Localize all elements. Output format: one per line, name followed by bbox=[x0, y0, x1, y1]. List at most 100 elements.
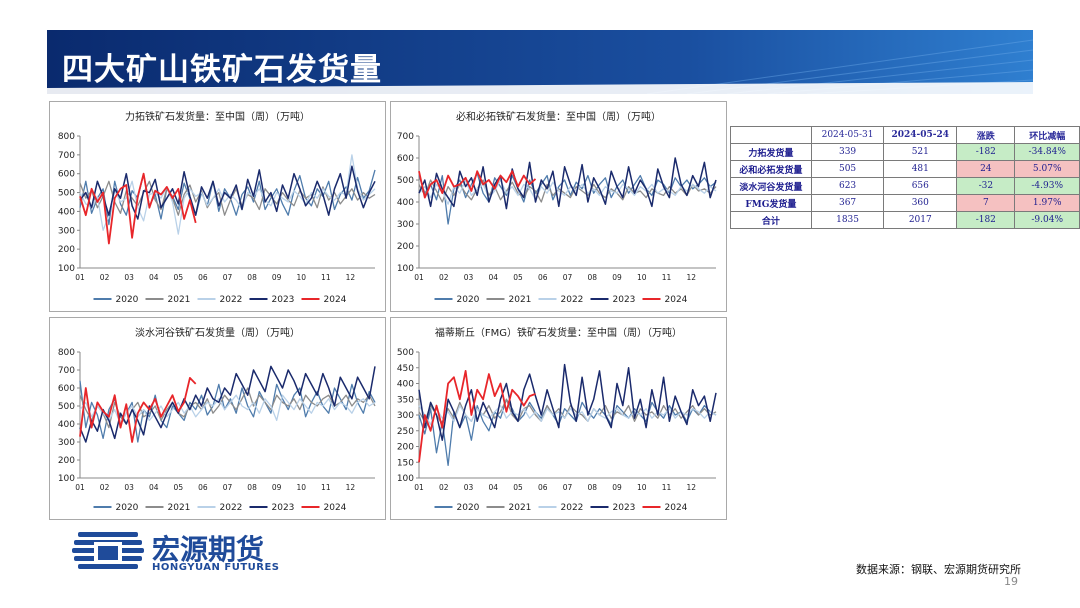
page-number: 19 bbox=[1004, 575, 1018, 588]
x-tick-label: 10 bbox=[296, 273, 306, 282]
y-tick-label: 500 bbox=[58, 402, 75, 412]
y-tick-label: 800 bbox=[58, 132, 75, 142]
y-tick-label: 600 bbox=[397, 154, 414, 164]
value-change: 24 bbox=[956, 160, 1016, 178]
x-tick-label: 11 bbox=[321, 483, 331, 492]
x-tick-label: 11 bbox=[321, 273, 331, 282]
series-line-2022 bbox=[418, 404, 717, 426]
y-tick-label: 700 bbox=[58, 366, 75, 376]
chart-title: 福蒂斯丘（FMG）铁矿石发货量：至中国（周）（万吨） bbox=[435, 326, 682, 339]
y-tick-label: 400 bbox=[58, 420, 75, 430]
company-logo-icon bbox=[72, 532, 144, 569]
chart-panel-vale: 淡水河谷铁矿石发货量（周）（万吨） 100 200 300 400 500 600 700 80… bbox=[49, 317, 386, 520]
y-tick-label: 350 bbox=[397, 395, 414, 405]
x-tick-label: 01 bbox=[414, 273, 424, 282]
x-tick-label: 02 bbox=[439, 483, 449, 492]
x-tick-label: 01 bbox=[75, 273, 85, 282]
legend-label: 2024 bbox=[324, 503, 347, 513]
series-line-2024 bbox=[79, 172, 197, 245]
series-line-2022 bbox=[418, 179, 717, 205]
series-line-2024 bbox=[418, 370, 536, 463]
value-current: 339 bbox=[810, 143, 885, 161]
x-tick-label: 06 bbox=[538, 273, 548, 282]
value-percent: -9.04% bbox=[1014, 211, 1080, 229]
x-tick-label: 03 bbox=[464, 273, 474, 282]
y-tick-label: 200 bbox=[58, 456, 75, 466]
x-tick-label: 12 bbox=[346, 273, 356, 282]
series-line-2020 bbox=[79, 380, 376, 443]
y-tick-label: 200 bbox=[397, 242, 414, 252]
x-tick-label: 05 bbox=[513, 273, 523, 282]
legend-label: 2022 bbox=[561, 503, 584, 513]
y-tick-label: 200 bbox=[397, 443, 414, 453]
table-header-cell: 2024-05-31 bbox=[810, 126, 885, 144]
legend-label: 2024 bbox=[665, 295, 688, 305]
chart-fmg: 福蒂斯丘（FMG）铁矿石发货量：至中国（周）（万吨） 100 150 200 250 30… bbox=[397, 326, 717, 513]
x-tick-label: 05 bbox=[174, 273, 184, 282]
value-current: 1835 bbox=[810, 211, 885, 229]
value-current: 505 bbox=[810, 160, 885, 178]
x-tick-label: 09 bbox=[612, 273, 622, 282]
legend-label: 2023 bbox=[272, 503, 295, 513]
y-tick-label: 800 bbox=[58, 348, 75, 358]
x-tick-label: 06 bbox=[538, 483, 548, 492]
x-tick-label: 04 bbox=[149, 483, 159, 492]
x-tick-label: 07 bbox=[223, 483, 233, 492]
x-tick-label: 01 bbox=[75, 483, 85, 492]
x-tick-label: 04 bbox=[488, 483, 498, 492]
value-previous: 481 bbox=[883, 160, 958, 178]
x-tick-label: 03 bbox=[124, 483, 134, 492]
y-tick-label: 400 bbox=[397, 380, 414, 390]
table-header-cell bbox=[730, 126, 812, 144]
table-header-cell: 2024-05-24 bbox=[883, 126, 958, 144]
x-tick-label: 04 bbox=[488, 273, 498, 282]
series-line-2020 bbox=[79, 169, 376, 226]
value-percent: 1.97% bbox=[1014, 194, 1080, 212]
value-previous: 521 bbox=[883, 143, 958, 161]
x-tick-label: 08 bbox=[587, 483, 597, 492]
value-previous: 656 bbox=[883, 177, 958, 195]
x-tick-label: 12 bbox=[686, 273, 696, 282]
table-header-cell: 涨跌 bbox=[956, 126, 1016, 144]
table-row: FMG发货量 367 360 7 1.97% bbox=[730, 194, 1080, 212]
x-tick-label: 08 bbox=[247, 273, 257, 282]
y-tick-label: 700 bbox=[58, 151, 75, 161]
table-row: 合计 1835 2017 -182 -9.04% bbox=[730, 211, 1080, 229]
y-tick-label: 300 bbox=[58, 226, 75, 236]
y-tick-label: 300 bbox=[397, 411, 414, 421]
series-line-2023 bbox=[79, 365, 376, 443]
table-header-row: 2024-05-31 2024-05-24 涨跌 环比减幅 bbox=[730, 126, 1080, 144]
x-tick-label: 08 bbox=[247, 483, 257, 492]
legend-label: 2020 bbox=[457, 503, 480, 513]
y-tick-label: 100 bbox=[397, 264, 414, 274]
x-tick-label: 11 bbox=[662, 483, 672, 492]
series-line-2022 bbox=[79, 394, 376, 425]
x-tick-label: 12 bbox=[346, 483, 356, 492]
value-change: -32 bbox=[956, 177, 1016, 195]
series-line-2024 bbox=[79, 377, 197, 443]
legend-label: 2023 bbox=[272, 295, 295, 305]
row-label: 淡水河谷发货量 bbox=[730, 177, 812, 195]
row-label: FMG发货量 bbox=[730, 194, 812, 212]
legend-label: 2020 bbox=[116, 295, 139, 305]
y-tick-label: 100 bbox=[58, 264, 75, 274]
data-source-note: 数据来源：钢联、宏源期货研究所 bbox=[856, 563, 1021, 576]
y-tick-label: 100 bbox=[58, 474, 75, 484]
page-title: 四大矿山铁矿石发货量 bbox=[62, 52, 382, 88]
row-label: 合计 bbox=[730, 211, 812, 229]
y-tick-label: 300 bbox=[58, 438, 75, 448]
x-tick-label: 10 bbox=[296, 483, 306, 492]
chart-bhp: 必和必拓铁矿石发货量：至中国（周）（万吨） 100 200 300 400 500 600 7… bbox=[397, 110, 717, 305]
row-label: 力拓发货量 bbox=[730, 143, 812, 161]
x-tick-label: 02 bbox=[100, 273, 110, 282]
value-change: 7 bbox=[956, 194, 1016, 212]
chart-panel-rio-tinto: 力拓铁矿石发货量：至中国（周）（万吨） 100 200 300 400 500 600 700… bbox=[49, 101, 386, 312]
x-tick-label: 01 bbox=[414, 483, 424, 492]
x-tick-label: 03 bbox=[464, 483, 474, 492]
chart-title: 必和必拓铁矿石发货量：至中国（周）（万吨） bbox=[456, 110, 661, 123]
chart-panel-fmg: 福蒂斯丘（FMG）铁矿石发货量：至中国（周）（万吨） 100 150 200 250 30… bbox=[390, 317, 727, 520]
table-row: 力拓发货量 339 521 -182 -34.84% bbox=[730, 143, 1080, 161]
x-tick-label: 09 bbox=[272, 273, 282, 282]
x-tick-label: 03 bbox=[124, 273, 134, 282]
value-previous: 2017 bbox=[883, 211, 958, 229]
